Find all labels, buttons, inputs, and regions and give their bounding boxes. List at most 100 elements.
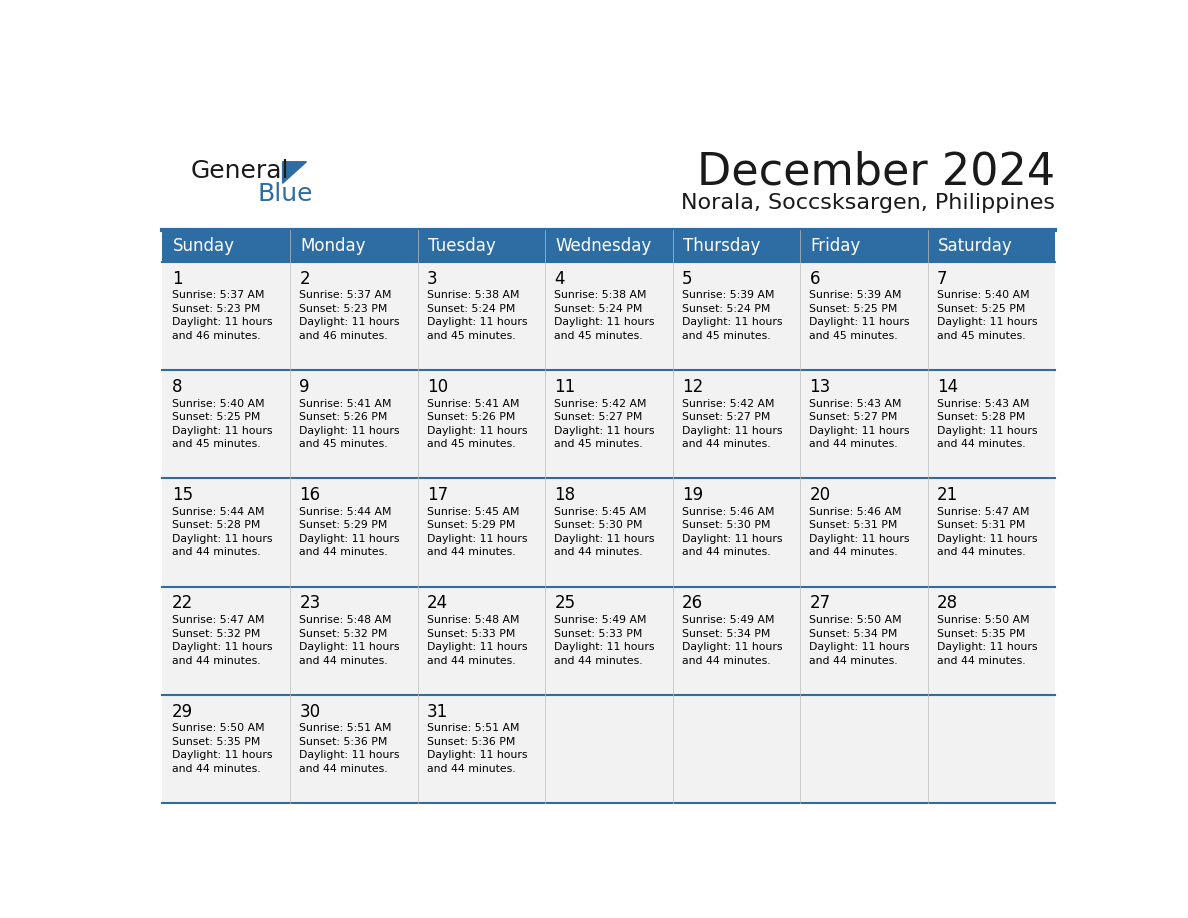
Text: Sunrise: 5:47 AM: Sunrise: 5:47 AM [937, 507, 1030, 517]
Text: Daylight: 11 hours: Daylight: 11 hours [809, 642, 910, 652]
Text: Daylight: 11 hours: Daylight: 11 hours [172, 750, 272, 760]
Text: and 45 minutes.: and 45 minutes. [682, 330, 771, 341]
Text: 14: 14 [937, 378, 959, 396]
Text: Sunrise: 5:48 AM: Sunrise: 5:48 AM [426, 615, 519, 625]
Text: Sunrise: 5:38 AM: Sunrise: 5:38 AM [426, 290, 519, 300]
Bar [163, 230, 1055, 262]
Text: and 44 minutes.: and 44 minutes. [682, 439, 771, 449]
Text: Sunset: 5:36 PM: Sunset: 5:36 PM [426, 737, 516, 747]
Text: 28: 28 [937, 594, 959, 612]
Text: 10: 10 [426, 378, 448, 396]
Text: General: General [191, 160, 290, 184]
Text: Sunset: 5:26 PM: Sunset: 5:26 PM [299, 412, 387, 422]
Bar [672, 587, 801, 695]
Bar [801, 695, 928, 803]
Text: Sunset: 5:32 PM: Sunset: 5:32 PM [172, 629, 260, 639]
Text: Sunset: 5:25 PM: Sunset: 5:25 PM [809, 304, 898, 314]
Text: Daylight: 11 hours: Daylight: 11 hours [172, 426, 272, 435]
Text: Sunset: 5:28 PM: Sunset: 5:28 PM [937, 412, 1025, 422]
Bar [801, 370, 928, 478]
Bar [672, 478, 801, 587]
Polygon shape [283, 162, 307, 184]
Bar [290, 370, 417, 478]
Text: Sunset: 5:32 PM: Sunset: 5:32 PM [299, 629, 387, 639]
Bar [417, 262, 545, 370]
Bar [290, 695, 417, 803]
Text: and 45 minutes.: and 45 minutes. [426, 330, 516, 341]
Bar [545, 262, 672, 370]
Text: Sunrise: 5:48 AM: Sunrise: 5:48 AM [299, 615, 392, 625]
Text: 15: 15 [172, 486, 192, 504]
Text: and 45 minutes.: and 45 minutes. [555, 330, 643, 341]
Text: Sunset: 5:23 PM: Sunset: 5:23 PM [299, 304, 387, 314]
Text: and 45 minutes.: and 45 minutes. [426, 439, 516, 449]
Text: 7: 7 [937, 270, 948, 287]
Text: 9: 9 [299, 378, 310, 396]
Text: Sunset: 5:35 PM: Sunset: 5:35 PM [172, 737, 260, 747]
Text: Sunrise: 5:51 AM: Sunrise: 5:51 AM [299, 723, 392, 733]
Text: Sunrise: 5:51 AM: Sunrise: 5:51 AM [426, 723, 519, 733]
Text: and 44 minutes.: and 44 minutes. [426, 655, 516, 666]
Text: Daylight: 11 hours: Daylight: 11 hours [426, 426, 527, 435]
Bar [417, 587, 545, 695]
Text: and 44 minutes.: and 44 minutes. [555, 655, 643, 666]
Text: 8: 8 [172, 378, 182, 396]
Text: 5: 5 [682, 270, 693, 287]
Text: and 44 minutes.: and 44 minutes. [937, 547, 1025, 557]
Text: Daylight: 11 hours: Daylight: 11 hours [172, 318, 272, 328]
Text: Sunrise: 5:43 AM: Sunrise: 5:43 AM [937, 398, 1030, 409]
Bar [290, 262, 417, 370]
Text: Thursday: Thursday [683, 237, 760, 254]
Text: and 44 minutes.: and 44 minutes. [682, 547, 771, 557]
Bar [801, 478, 928, 587]
Text: 30: 30 [299, 702, 321, 721]
Bar [545, 370, 672, 478]
Text: 11: 11 [555, 378, 576, 396]
Text: 25: 25 [555, 594, 575, 612]
Text: Friday: Friday [810, 237, 860, 254]
Text: Sunrise: 5:39 AM: Sunrise: 5:39 AM [682, 290, 775, 300]
Text: and 44 minutes.: and 44 minutes. [299, 547, 388, 557]
Text: Daylight: 11 hours: Daylight: 11 hours [937, 533, 1037, 543]
Text: Sunrise: 5:40 AM: Sunrise: 5:40 AM [172, 398, 265, 409]
Text: Daylight: 11 hours: Daylight: 11 hours [172, 642, 272, 652]
Bar [928, 587, 1055, 695]
Text: Sunrise: 5:38 AM: Sunrise: 5:38 AM [555, 290, 647, 300]
Text: Sunset: 5:35 PM: Sunset: 5:35 PM [937, 629, 1025, 639]
Text: December 2024: December 2024 [697, 151, 1055, 193]
Text: Sunset: 5:29 PM: Sunset: 5:29 PM [426, 521, 516, 531]
Text: 13: 13 [809, 378, 830, 396]
Text: Daylight: 11 hours: Daylight: 11 hours [426, 750, 527, 760]
Text: 3: 3 [426, 270, 437, 287]
Text: Sunset: 5:27 PM: Sunset: 5:27 PM [555, 412, 643, 422]
Text: Sunset: 5:23 PM: Sunset: 5:23 PM [172, 304, 260, 314]
Bar [801, 587, 928, 695]
Text: Sunrise: 5:44 AM: Sunrise: 5:44 AM [299, 507, 392, 517]
Text: Daylight: 11 hours: Daylight: 11 hours [299, 533, 400, 543]
Text: Daylight: 11 hours: Daylight: 11 hours [937, 426, 1037, 435]
Bar [928, 262, 1055, 370]
Text: Daylight: 11 hours: Daylight: 11 hours [682, 318, 783, 328]
Bar [163, 370, 290, 478]
Text: Sunrise: 5:45 AM: Sunrise: 5:45 AM [426, 507, 519, 517]
Text: Sunset: 5:31 PM: Sunset: 5:31 PM [937, 521, 1025, 531]
Text: Daylight: 11 hours: Daylight: 11 hours [299, 750, 400, 760]
Bar [290, 587, 417, 695]
Text: 19: 19 [682, 486, 703, 504]
Text: Daylight: 11 hours: Daylight: 11 hours [937, 642, 1037, 652]
Text: Sunrise: 5:37 AM: Sunrise: 5:37 AM [299, 290, 392, 300]
Text: Daylight: 11 hours: Daylight: 11 hours [682, 642, 783, 652]
Text: Sunrise: 5:50 AM: Sunrise: 5:50 AM [172, 723, 265, 733]
Text: Daylight: 11 hours: Daylight: 11 hours [555, 426, 655, 435]
Text: 20: 20 [809, 486, 830, 504]
Text: and 45 minutes.: and 45 minutes. [172, 439, 260, 449]
Text: and 44 minutes.: and 44 minutes. [937, 439, 1025, 449]
Bar [672, 262, 801, 370]
Text: Sunrise: 5:44 AM: Sunrise: 5:44 AM [172, 507, 264, 517]
Text: Daylight: 11 hours: Daylight: 11 hours [426, 533, 527, 543]
Bar [163, 478, 290, 587]
Text: Daylight: 11 hours: Daylight: 11 hours [682, 426, 783, 435]
Text: 16: 16 [299, 486, 321, 504]
Bar [801, 262, 928, 370]
Bar [417, 478, 545, 587]
